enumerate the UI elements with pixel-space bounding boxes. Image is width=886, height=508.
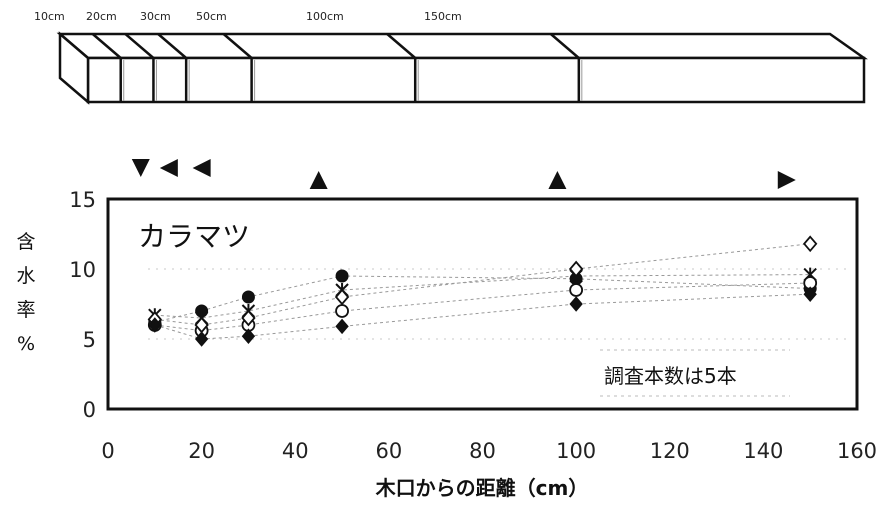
series-connecting-lines: [154, 243, 811, 340]
specimen-front-face: [86, 56, 866, 104]
specimen-cut-line: [157, 33, 188, 102]
data-point-open-diamond: [241, 309, 256, 327]
data-point-filled-diamond: [148, 317, 162, 333]
data-point-filled-circle: [241, 290, 255, 304]
specimen-cut-label: 50cm: [196, 10, 227, 23]
series-line-filled-circle: [154, 275, 811, 323]
data-point-open-diamond: [568, 260, 584, 278]
data-point-filled-diamond: [194, 331, 209, 347]
specimen-cut-line: [91, 33, 122, 102]
specimen-end-face: [58, 31, 90, 105]
data-point-open-circle: [335, 304, 349, 318]
data-points: [147, 235, 818, 347]
y-tick-label: 0: [83, 398, 96, 422]
species-label: カラマツ: [138, 220, 250, 253]
data-point-filled-diamond: [803, 286, 817, 302]
arrow-left-icon: [192, 159, 211, 177]
specimen-cut-line: [124, 33, 155, 102]
specimen-cut-label: 10cm: [34, 10, 65, 23]
series-line-open-circle: [154, 282, 811, 332]
x-tick-label: 160: [837, 439, 877, 463]
arrow-down-icon: [131, 159, 150, 177]
x-tick-labels: 0 20 40 60 80 100 120 140 160: [101, 439, 877, 463]
y-tick-label: 10: [69, 258, 96, 282]
data-point-open-circle: [569, 283, 584, 297]
specimen-cut-line: [222, 33, 253, 102]
y-axis-title-char: 率: [16, 299, 35, 321]
data-point-filled-diamond: [335, 318, 349, 335]
y-axis-title-char: 含: [16, 231, 35, 253]
plot-area-frame: [106, 197, 859, 411]
sampling-position-arrows: [131, 159, 796, 189]
specimen-cut-label: 100cm: [306, 10, 344, 23]
y-tick-labels: 0 5 10 15: [69, 188, 96, 422]
series-line-x-cross: [154, 274, 811, 319]
arrow-right-icon: [777, 171, 796, 189]
x-tick-label: 80: [469, 439, 496, 463]
y-axis-title: 含水率%: [16, 231, 35, 355]
x-tick-label: 0: [101, 439, 114, 463]
x-tick-label: 20: [188, 439, 215, 463]
timber-specimen-diagram: 10cm 20cm 30cm 50cm 100cm 150cm: [34, 10, 868, 105]
data-point-filled-circle: [335, 269, 349, 283]
x-tick-label: 60: [376, 439, 403, 463]
arrow-up-icon: [548, 171, 567, 189]
y-tick-label: 5: [83, 328, 96, 352]
specimen-cut-line: [550, 33, 581, 102]
specimen-cut-label: 20cm: [86, 10, 117, 23]
data-point-open-diamond: [334, 288, 350, 306]
y-axis-title-char: %: [17, 333, 35, 355]
x-tick-label: 120: [650, 439, 690, 463]
arrow-left-icon: [159, 159, 178, 177]
x-tick-label: 140: [743, 439, 783, 463]
x-tick-label: 100: [556, 439, 596, 463]
data-point-filled-diamond: [569, 296, 583, 312]
specimen-cut-label: 150cm: [424, 10, 462, 23]
y-axis-title-char: 水: [16, 265, 35, 287]
series-line-filled-diamond: [154, 293, 811, 340]
x-tick-label: 40: [282, 439, 309, 463]
sample-count-note: 調査本数は5本: [600, 349, 790, 397]
sample-count-text: 調査本数は5本: [604, 364, 737, 388]
arrow-up-icon: [309, 171, 328, 189]
x-axis-title: 木口からの距離（cm）: [375, 476, 589, 500]
y-tick-label: 15: [69, 188, 96, 212]
specimen-cut-line: [386, 33, 417, 102]
data-point-filled-diamond: [241, 328, 256, 344]
specimen-cut-label: 30cm: [140, 10, 171, 23]
data-point-open-diamond: [803, 235, 818, 253]
